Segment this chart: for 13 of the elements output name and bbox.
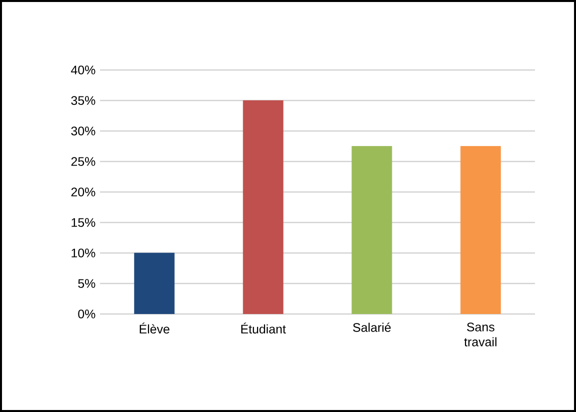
y-tick-label: 0% <box>78 310 96 318</box>
x-tick-label: Sans travail <box>464 322 496 346</box>
y-tick-label: 10% <box>72 248 96 258</box>
x-tick-label: Élève <box>140 322 170 334</box>
x-tick-label: Salarié <box>353 322 391 332</box>
x-tick-label: Étudiant <box>241 322 286 334</box>
y-tick-label: 15% <box>72 218 96 227</box>
y-tick-label: 20% <box>71 188 96 196</box>
y-tick-label: 35% <box>71 96 96 105</box>
y-tick-label: 25% <box>71 157 96 166</box>
y-tick-label: 40% <box>71 66 96 74</box>
y-tick-label: 30% <box>71 126 96 136</box>
y-tick-label: 5% <box>78 279 96 288</box>
